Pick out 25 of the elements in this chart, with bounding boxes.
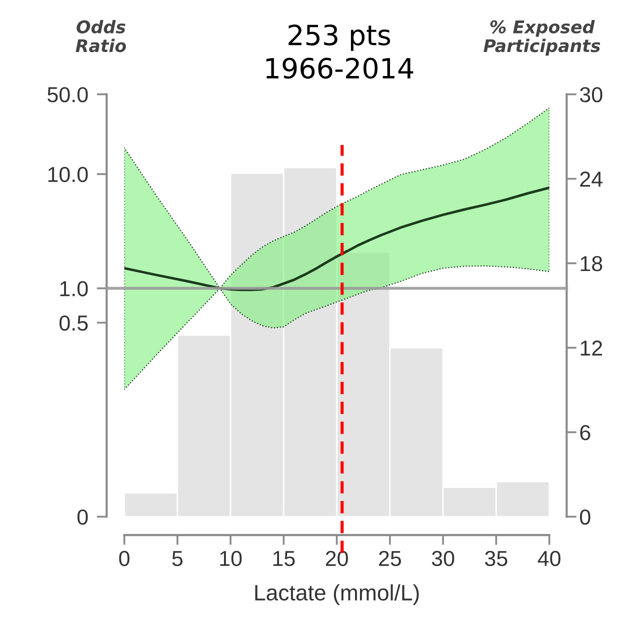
y-axis-title: Odds Ratio	[76, 20, 126, 52]
x-tick-label: 5	[172, 551, 183, 566]
x-tick-label: 15	[273, 551, 295, 566]
line-series	[124, 186, 550, 292]
x-tick-label: 20	[326, 550, 348, 566]
y2-tick-label: 30	[580, 87, 602, 102]
x-tick-label: 35	[485, 550, 508, 566]
x-tick-label: 10	[220, 550, 242, 566]
y2-axis-title: % Exposed Participants	[484, 20, 600, 56]
y-tick-label: 0.5	[60, 315, 88, 331]
y2-tick-label: 24	[580, 172, 602, 187]
x-tick-label: 30	[432, 550, 454, 566]
y-tick-label: 0	[77, 509, 88, 525]
y2-tick-label: 18	[580, 256, 602, 272]
y-tick-label: 10.0	[48, 166, 88, 182]
y2-tick-label: 12	[580, 340, 602, 356]
y-tick-label: 50.0	[48, 87, 88, 102]
x-tick-label: 25	[379, 550, 401, 566]
y-tick-label: 1.0	[60, 281, 88, 296]
chart-title: 253 pts 1966-2014	[266, 24, 414, 79]
y2-tick-label: 0	[580, 509, 590, 525]
x-axis-title: Lactate (mmol/L)	[255, 584, 419, 605]
x-tick-label: 0	[119, 550, 130, 566]
y2-tick-label: 6	[580, 424, 590, 440]
x-tick-label: 40	[538, 550, 560, 566]
